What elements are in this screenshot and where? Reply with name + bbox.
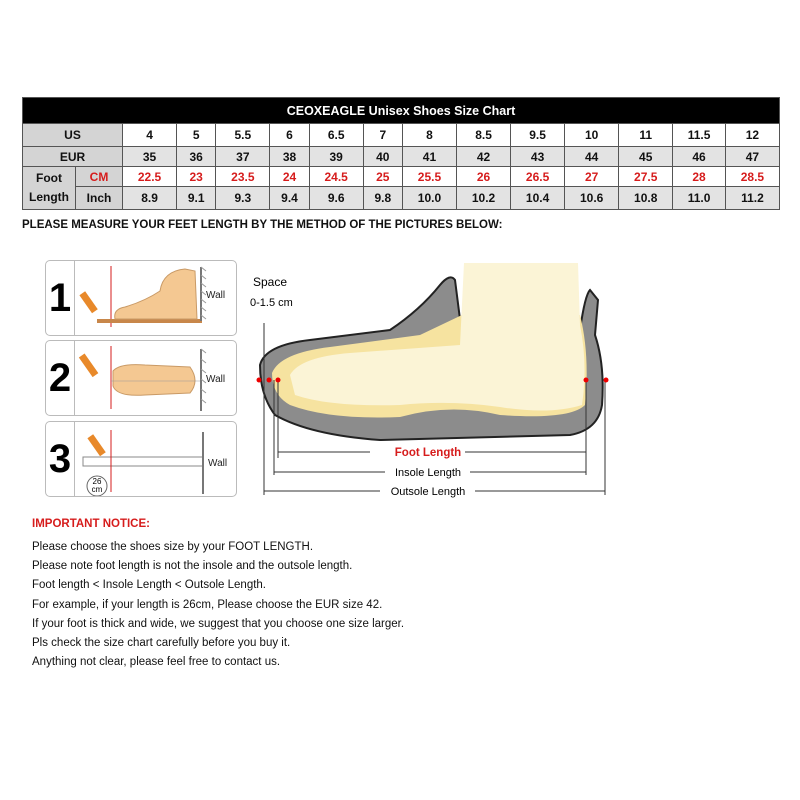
inch-cell: 10.0 [401, 186, 458, 210]
cm-cell: 27 [564, 166, 620, 187]
inch-label: Inch [75, 186, 123, 210]
eur-cell: 39 [308, 146, 364, 167]
eur-cell: 47 [724, 146, 781, 167]
notice-line: Anything not clear, please feel free to … [32, 656, 281, 669]
foot-length-label: Foot Length [22, 166, 76, 210]
cm-cell: 24 [269, 166, 310, 187]
step-1-panel: 1 Wall [45, 260, 237, 336]
us-cell: 5.5 [215, 123, 271, 147]
size-table: CEOXEAGLE Unisex Shoes Size Chart US 4 5 5.… [22, 97, 781, 210]
eur-cell: 45 [618, 146, 674, 167]
inch-cell: 11.0 [672, 186, 726, 210]
wall-label: Wall [206, 290, 226, 301]
us-cell: 7 [362, 123, 403, 147]
eur-cell: 36 [176, 146, 217, 167]
notice-line: Pls check the size chart carefully befor… [32, 636, 291, 649]
space-value: 0-1.5 cm [250, 297, 293, 309]
us-cell: 12 [724, 123, 781, 147]
cm-cell: 26.5 [510, 166, 566, 187]
inch-cell: 9.8 [362, 186, 403, 210]
eur-label: EUR [22, 146, 123, 167]
cm-label: CM [75, 166, 123, 187]
inch-cell: 9.1 [176, 186, 217, 210]
step-number: 3 [46, 422, 75, 496]
notice-line: Foot length < Insole Length < Outsole Le… [32, 579, 267, 592]
cm-cell: 25 [362, 166, 403, 187]
us-cell: 11 [618, 123, 674, 147]
cm-cell: 27.5 [618, 166, 674, 187]
us-cell: 11.5 [672, 123, 726, 147]
outsole-length-label: Outsole Length [391, 486, 466, 498]
notice-line: Please note foot length is not the insol… [32, 560, 353, 573]
ruler-illustration: 26 cm [82, 430, 204, 496]
wall-label: Wall [206, 374, 226, 385]
eur-cell: 43 [510, 146, 566, 167]
us-cell: 8 [401, 123, 458, 147]
notice-line: If your foot is thick and wide, we sugge… [32, 617, 405, 630]
space-label: Space [253, 275, 287, 289]
cm-cell: 28 [672, 166, 726, 187]
us-cell: 9.5 [510, 123, 566, 147]
important-notice: IMPORTANT NOTICE: Please choose the shoe… [32, 518, 404, 672]
cm-cell: 25.5 [401, 166, 458, 187]
notice-line: For example, if your length is 26cm, Ple… [32, 598, 383, 611]
cm-cell: 28.5 [724, 166, 781, 187]
step-number: 2 [46, 341, 75, 415]
chart-title: CEOXEAGLE Unisex Shoes Size Chart [22, 97, 780, 124]
notice-line: Please choose the shoes size by your FOO… [32, 541, 314, 553]
step-2-panel: 2 Wall [45, 340, 237, 416]
inch-cell: 10.6 [564, 186, 620, 210]
ruler-unit: cm [92, 485, 103, 494]
inch-cell: 9.4 [269, 186, 310, 210]
cm-cell: 24.5 [308, 166, 364, 187]
eur-cell: 44 [564, 146, 620, 167]
instruction-heading: PLEASE MEASURE YOUR FEET LENGTH BY THE M… [22, 219, 503, 231]
shoe-measurement-diagram: Space 0-1.5 cm Foot Length Insole Length… [250, 263, 609, 498]
us-cell: 8.5 [455, 123, 512, 147]
inch-cell: 10.8 [618, 186, 674, 210]
inch-cell: 9.6 [308, 186, 364, 210]
cm-cell: 23 [176, 166, 217, 187]
inch-cell: 8.9 [121, 186, 178, 210]
inch-cell: 10.2 [455, 186, 512, 210]
step-3-panel: 3 26 cm Wall [45, 421, 237, 497]
us-cell: 5 [176, 123, 217, 147]
foot-top-illustration [78, 346, 207, 411]
insole-length-label: Insole Length [395, 467, 461, 479]
us-cell: 6 [269, 123, 310, 147]
eur-cell: 41 [401, 146, 458, 167]
foot-side-illustration [79, 266, 207, 327]
cm-cell: 26 [455, 166, 512, 187]
eur-cell: 35 [121, 146, 178, 167]
us-cell: 10 [564, 123, 620, 147]
cm-cell: 23.5 [215, 166, 271, 187]
eur-cell: 42 [455, 146, 512, 167]
eur-cell: 37 [215, 146, 271, 167]
eur-cell: 46 [672, 146, 726, 167]
cm-cell: 22.5 [121, 166, 178, 187]
inch-cell: 9.3 [215, 186, 271, 210]
step-number: 1 [46, 261, 75, 335]
eur-cell: 40 [362, 146, 403, 167]
notice-title: IMPORTANT NOTICE: [32, 518, 150, 530]
us-cell: 6.5 [308, 123, 364, 147]
inch-cell: 11.2 [724, 186, 781, 210]
ruler-value: 26 [93, 477, 102, 486]
wall-label: Wall [208, 458, 228, 469]
inch-cell: 10.4 [510, 186, 566, 210]
eur-cell: 38 [269, 146, 310, 167]
foot-length-label: Foot Length [395, 447, 461, 459]
us-cell: 4 [121, 123, 178, 147]
us-label: US [22, 123, 123, 147]
